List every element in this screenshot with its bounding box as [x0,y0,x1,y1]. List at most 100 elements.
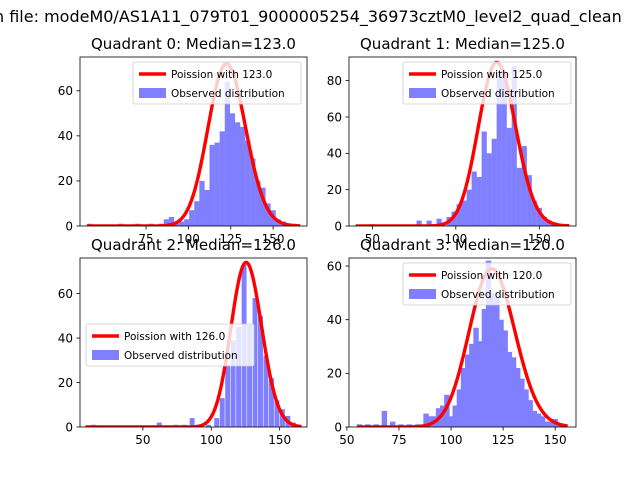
histogram-bar [189,210,195,226]
legend-hist-label: Observed distribution [441,289,555,301]
quadrant-3-axes-frame [348,257,577,428]
histogram-bar [247,324,253,427]
histogram-bar [466,189,472,226]
x-tick-label: 150 [268,433,291,447]
histogram-bar [477,341,483,427]
histogram-bar [491,138,497,226]
histogram-bar [390,421,396,427]
histogram-bar [456,204,462,226]
y-tick-label: 80 [327,74,342,88]
histogram-bar [489,292,496,427]
x-tick-label: 50 [339,433,354,447]
histogram-bar [209,144,215,226]
histogram-bar [204,189,210,226]
quadrant-1-title: Quadrant 1: Median=125.0 [360,35,565,53]
histogram-bar [539,416,546,427]
histogram-bar [541,216,547,226]
panels: 75 100 125 150 0 20 40 60 Poission with 123.0 Obs… [58,35,577,447]
histogram-bar [461,200,467,226]
y-tick-label: 20 [327,367,342,381]
histogram-bar [526,175,532,226]
histogram-bar [506,127,512,226]
histogram-bar [381,410,388,427]
y-tick-label: 0 [334,219,342,233]
histogram-bar [471,171,477,226]
histogram-bar [427,416,433,427]
histogram-bar [486,153,492,226]
histogram-bar [236,326,242,427]
legend-hist-swatch [139,88,166,98]
histogram-bar [199,180,205,226]
histogram-bar [245,140,251,226]
x-tick-label: 150 [528,232,551,246]
legend-box [85,323,255,367]
histogram-bar [219,398,225,427]
histogram-bar [536,207,542,226]
histogram-bar [494,298,500,427]
histogram-bar [473,327,479,427]
x-tick-label: 50 [135,433,150,447]
y-tick-label: 0 [65,420,73,434]
histogram-bar [506,351,513,427]
x-tick-label: 150 [262,232,285,246]
poisson-fit-line [357,267,568,427]
histogram-bar [448,416,454,427]
histogram-bar [219,131,225,226]
quadrant-3-histogram [356,260,563,427]
quadrant-1-legend: Poission with 125.0 Observed distribution [402,61,572,105]
legend-hist-label: Observed distribution [171,88,285,100]
y-tick-label: 0 [65,219,73,233]
poisson-fit-line [355,60,570,226]
x-tick-label: 125 [492,433,515,447]
legend-box [402,61,572,105]
y-tick-label: 60 [58,84,73,98]
histogram-bar [548,421,554,427]
histogram-bar [252,298,258,427]
histogram-bar [229,113,236,226]
histogram-bar [496,71,502,226]
x-tick-label: 75 [391,433,406,447]
histogram-bar [260,187,266,226]
histogram-bar [225,364,231,427]
x-tick-label: 100 [177,232,200,246]
y-tick-label: 60 [327,110,342,124]
histogram-bar [523,389,529,427]
quadrant-2-axes-frame [79,257,308,428]
legend-fit-label: Poission with 123.0 [171,69,272,81]
histogram-bar [173,223,180,226]
histogram-bar [519,378,525,427]
histogram-bar [476,176,482,226]
histogram-bar [206,424,212,427]
histogram-bar [168,216,175,226]
legend-hist-swatch [409,289,436,299]
histogram-bar [531,410,538,427]
histogram-bar [258,315,263,427]
x-tick-label: 50 [365,232,380,246]
histogram-bar [456,389,463,427]
quadrant-0-panel: 75 100 125 150 0 20 40 60 Poission with 123.0 Obs… [58,35,308,246]
quadrant-3-title: Quadrant 3: Median=120.0 [360,236,565,254]
histogram-bar [268,378,274,427]
histogram-bar [460,367,467,427]
quadrant-0-axes-frame [79,56,308,227]
histogram-bar [263,355,269,427]
histogram-bar [214,142,220,226]
histogram-bar [510,357,517,427]
y-tick-label: 40 [327,147,342,161]
histogram-bar [535,413,542,427]
histogram-bar [416,220,422,226]
histogram-bar [423,413,429,427]
legend-hist-swatch [409,88,436,98]
legend-hist-label: Observed distribution [124,350,238,362]
figure-suptitle: n file: modeM0/AS1A11_079T01_9000005254_… [0,7,622,27]
legend-fit-label: Poission with 126.0 [124,331,225,343]
histogram-bar [224,81,231,226]
y-tick-label: 0 [334,420,342,434]
histogram-bar [163,219,170,226]
poisson-fit-line [86,62,301,226]
quadrant-0-title: Quadrant 0: Median=123.0 [91,35,296,53]
quadrant-0-histogram [87,81,297,226]
histogram-bar [444,394,450,427]
quadrant-0-legend: Poission with 123.0 Observed distribution [132,61,302,105]
